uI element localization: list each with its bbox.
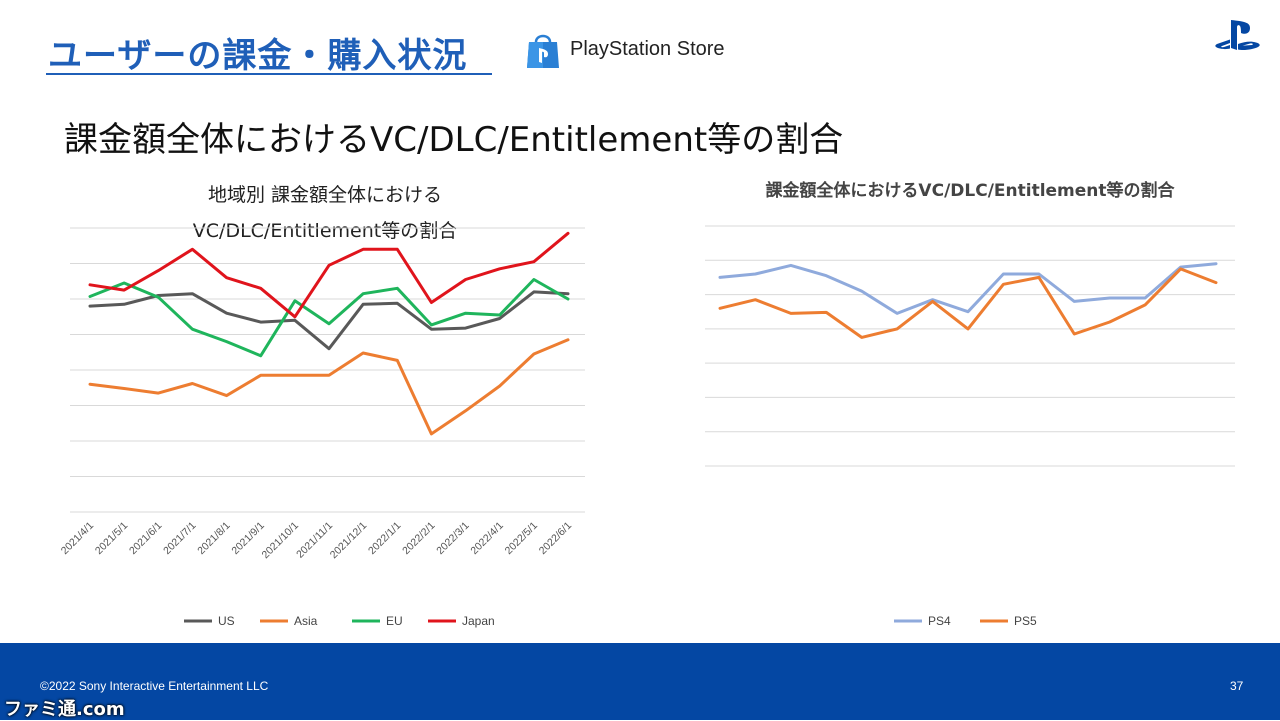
legend: US Asia EU Japan (184, 614, 495, 628)
legend-item-asia: Asia (260, 614, 318, 628)
regional-ratio-plot: 2021/4/12021/5/12021/6/12021/7/12021/8/1… (59, 227, 585, 628)
series-line-asia (88, 338, 570, 436)
legend-item-eu: EU (352, 614, 403, 628)
slide-title: ユーザーの課金・購入状況 (48, 36, 468, 76)
store-name: PlayStation Store (570, 38, 725, 60)
legend-label: Japan (462, 614, 495, 628)
legend-item-us: US (184, 614, 235, 628)
series-line-ps4 (718, 262, 1218, 315)
page-number: 37 (1230, 679, 1244, 693)
playstation-logo-icon (1215, 20, 1260, 51)
slide-subtitle: 課金額全体におけるVC/DLC/Entitlement等の割合 (64, 120, 844, 160)
series-line-us (88, 290, 570, 351)
legend-label: EU (386, 614, 403, 628)
x-tick-label: 2022/4/1 (468, 520, 505, 557)
playstation-store-bag-icon (527, 34, 559, 68)
x-tick-label: 2021/7/1 (161, 520, 198, 557)
x-tick-label: 2022/3/1 (434, 520, 471, 557)
legend-item-ps5: PS5 (980, 614, 1037, 628)
series-line-japan (88, 231, 570, 319)
series-line-eu (88, 278, 570, 358)
x-tick-label: 2021/10/1 (259, 520, 301, 562)
legend-label: PS4 (928, 614, 951, 628)
copyright-text: ©2022 Sony Interactive Entertainment LLC (40, 679, 269, 693)
x-tick-label: 2022/6/1 (537, 520, 574, 557)
x-tick-labels: 2021/4/12021/5/12021/6/12021/7/12021/8/1… (59, 520, 574, 562)
chart-title-line-2: VC/DLC/Entitlement等の割合 (192, 220, 458, 242)
x-tick-label: 2021/5/1 (93, 520, 130, 557)
watermark-logo: ファミ通.com (4, 699, 125, 720)
series-line-ps5 (718, 267, 1218, 339)
x-tick-label: 2021/12/1 (328, 520, 370, 562)
legend-label: Asia (294, 614, 318, 628)
chart-title-line-1: 地域別 課金額全体における (207, 184, 443, 206)
x-tick-label: 2021/6/1 (127, 520, 164, 557)
legend-item-ps4: PS4 (894, 614, 951, 628)
gridlines (70, 227, 585, 513)
x-tick-label: 2022/1/1 (366, 520, 403, 557)
regional-ratio-chart: 地域別 課金額全体における VC/DLC/Entitlement等の割合 202… (40, 170, 610, 640)
x-tick-label: 2021/4/1 (59, 520, 96, 557)
footer-bar: ©2022 Sony Interactive Entertainment LLC… (0, 643, 1280, 720)
x-tick-label: 2022/5/1 (503, 520, 540, 557)
legend-label: US (218, 614, 235, 628)
x-tick-label: 2021/8/1 (195, 520, 232, 557)
legend-item-japan: Japan (428, 614, 495, 628)
legend: PS4 PS5 (894, 614, 1037, 628)
platform-ratio-chart: 課金額全体におけるVC/DLC/Entitlement等の割合 PS4 PS5 (680, 170, 1260, 640)
legend-label: PS5 (1014, 614, 1037, 628)
gridlines (705, 225, 1235, 467)
chart-title: 課金額全体におけるVC/DLC/Entitlement等の割合 (765, 181, 1175, 201)
x-tick-label: 2022/2/1 (400, 520, 437, 557)
title-underline (46, 73, 492, 75)
platform-ratio-plot: PS4 PS5 (705, 225, 1235, 628)
